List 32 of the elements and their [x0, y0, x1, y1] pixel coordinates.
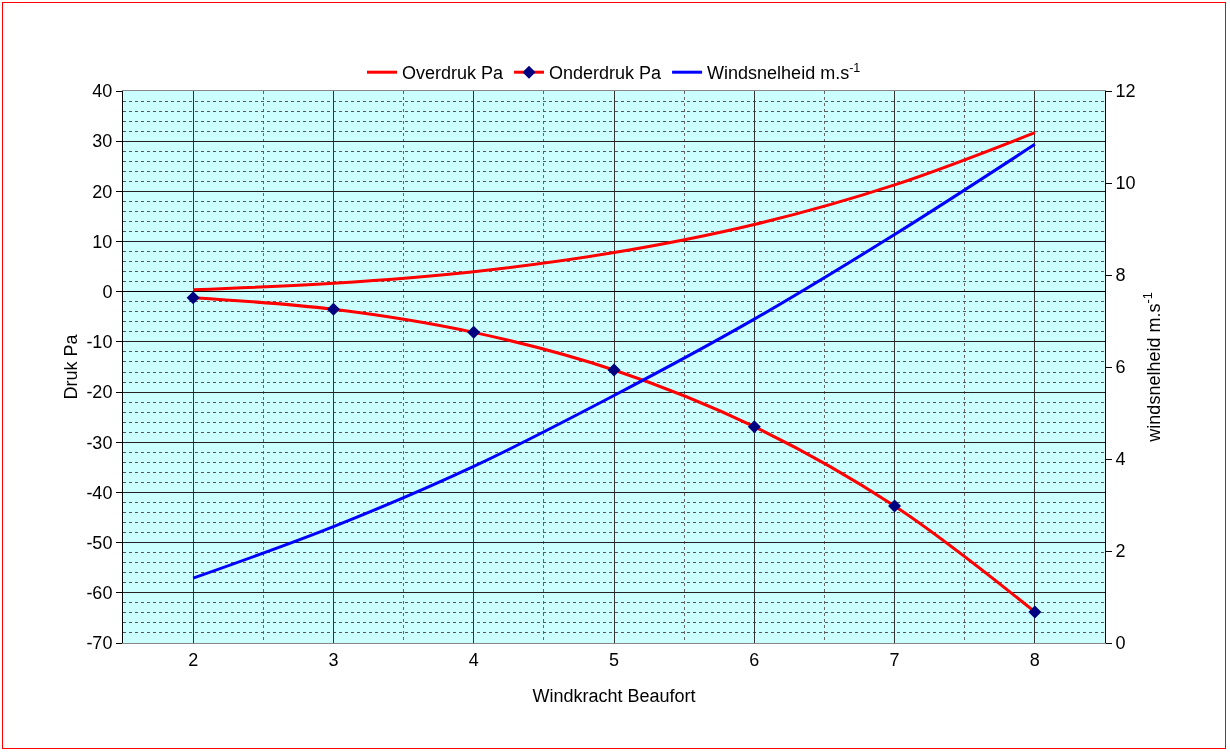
legend-label: Windsnelheid m.s$^{-1}$ [707, 60, 861, 84]
y-tick-label: 10 [92, 231, 113, 252]
y-tick-label: -30 [86, 432, 113, 453]
y-tick-label: -70 [86, 633, 113, 654]
y2-tick-label: 8 [1115, 265, 1126, 286]
y-tick-label: 40 [92, 81, 113, 102]
x-tick-label: 3 [328, 649, 339, 670]
y2-tick-label: 4 [1115, 449, 1126, 470]
x-tick-label: 7 [889, 649, 900, 670]
y2-tick-label: 2 [1115, 541, 1126, 562]
x-tick-label: 8 [1029, 649, 1040, 670]
y-tick-label: -50 [86, 532, 113, 553]
x-axis-title: Windkracht Beaufort [532, 685, 696, 706]
line-series [191, 142, 1037, 580]
y-tick-label: 30 [92, 131, 113, 152]
x-tick-label: 5 [608, 649, 620, 670]
y-axis-title: Druk Pa [61, 333, 81, 400]
y-tick-label: -40 [86, 482, 113, 503]
y-tick-label: 0 [102, 282, 113, 303]
y2-tick-label: 6 [1115, 357, 1126, 378]
legend-label: Onderdruk Pa [549, 63, 663, 84]
legend-label: Overdruk Pa [402, 63, 505, 84]
y-tick-label: 20 [92, 181, 113, 202]
y2-tick-label: 0 [1115, 633, 1126, 654]
x-tick-label: 2 [188, 649, 199, 670]
x-tick-label: 6 [749, 649, 760, 670]
y2-tick-label: 10 [1115, 173, 1136, 194]
y-tick-label: -60 [86, 583, 113, 604]
y-tick-label: -20 [86, 382, 113, 403]
y2-tick-label: 12 [1115, 81, 1136, 102]
x-tick-label: 4 [468, 649, 479, 670]
y-tick-label: -10 [86, 332, 113, 353]
